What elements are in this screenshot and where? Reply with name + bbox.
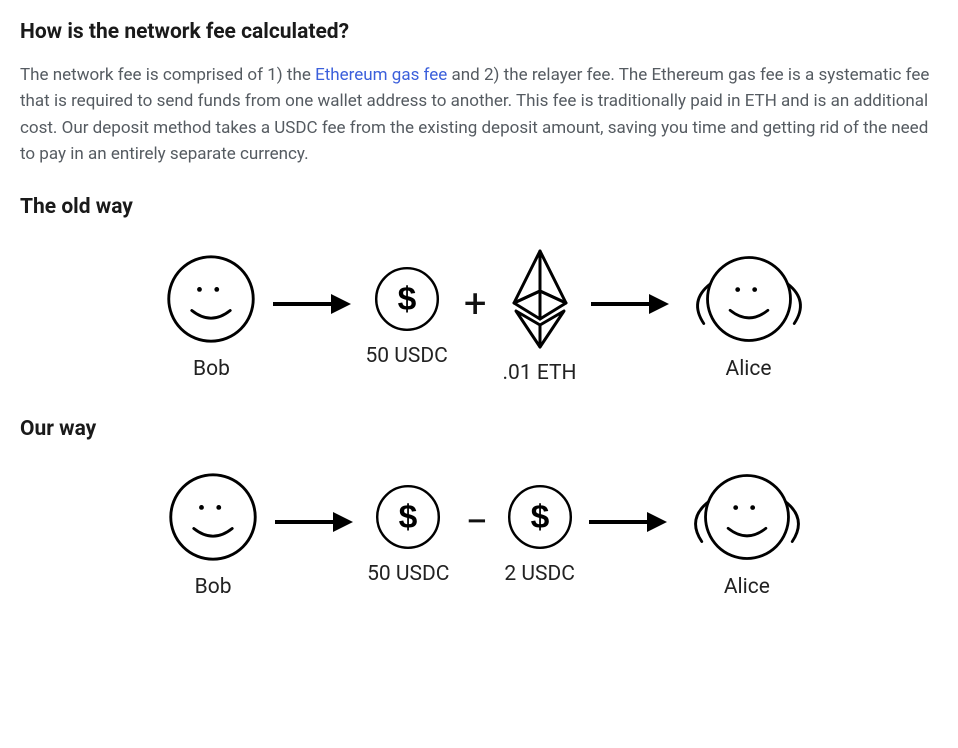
section-old-title: The old way [20, 195, 938, 219]
arrow-icon [269, 508, 359, 536]
sender-label: Bob [193, 357, 230, 381]
dollar-coin-icon: $ [505, 482, 575, 552]
operator-new: − [457, 502, 496, 542]
arrow-icon [583, 508, 673, 536]
fee-label: 2 USDC [504, 562, 575, 586]
amount-new: $ 50 USDC [367, 482, 449, 586]
arrow-icon [267, 290, 357, 318]
person-hair-icon [683, 251, 815, 347]
receiver-label: Alice [724, 575, 770, 599]
amount-label: 50 USDC [365, 344, 447, 368]
receiver-label: Alice [726, 357, 772, 381]
svg-text:$: $ [399, 500, 418, 537]
fee-new: $ 2 USDC [504, 482, 575, 586]
description: The network fee is comprised of 1) the E… [20, 62, 938, 167]
fee-label: .01 ETH [503, 361, 577, 385]
flow-new: Bob $ 50 USDC − $ 2 USDC [20, 459, 938, 609]
ethereum-gas-fee-link[interactable]: Ethereum gas fee [315, 65, 447, 85]
section-new-title: Our way [20, 417, 938, 441]
person-icon [165, 469, 261, 565]
svg-text:$: $ [397, 282, 416, 319]
page-heading: How is the network fee calculated? [20, 20, 938, 44]
receiver-new: Alice [681, 469, 813, 599]
person-icon [163, 251, 259, 347]
sender-new: Bob [165, 469, 261, 599]
fee-old: .01 ETH [503, 247, 577, 385]
ethereum-icon [504, 247, 576, 351]
flow-old: Bob $ 50 USDC + [20, 237, 938, 395]
dollar-coin-icon: $ [373, 482, 443, 552]
sender-label: Bob [195, 575, 232, 599]
description-prefix: The network fee is comprised of 1) the [20, 65, 315, 85]
operator-old: + [456, 284, 495, 324]
arrow-icon [585, 290, 675, 318]
amount-old: $ 50 USDC [365, 264, 447, 368]
sender-old: Bob [163, 251, 259, 381]
dollar-coin-icon: $ [372, 264, 442, 334]
amount-label: 50 USDC [367, 562, 449, 586]
svg-text:$: $ [530, 500, 549, 537]
receiver-old: Alice [683, 251, 815, 381]
person-hair-icon [681, 469, 813, 565]
